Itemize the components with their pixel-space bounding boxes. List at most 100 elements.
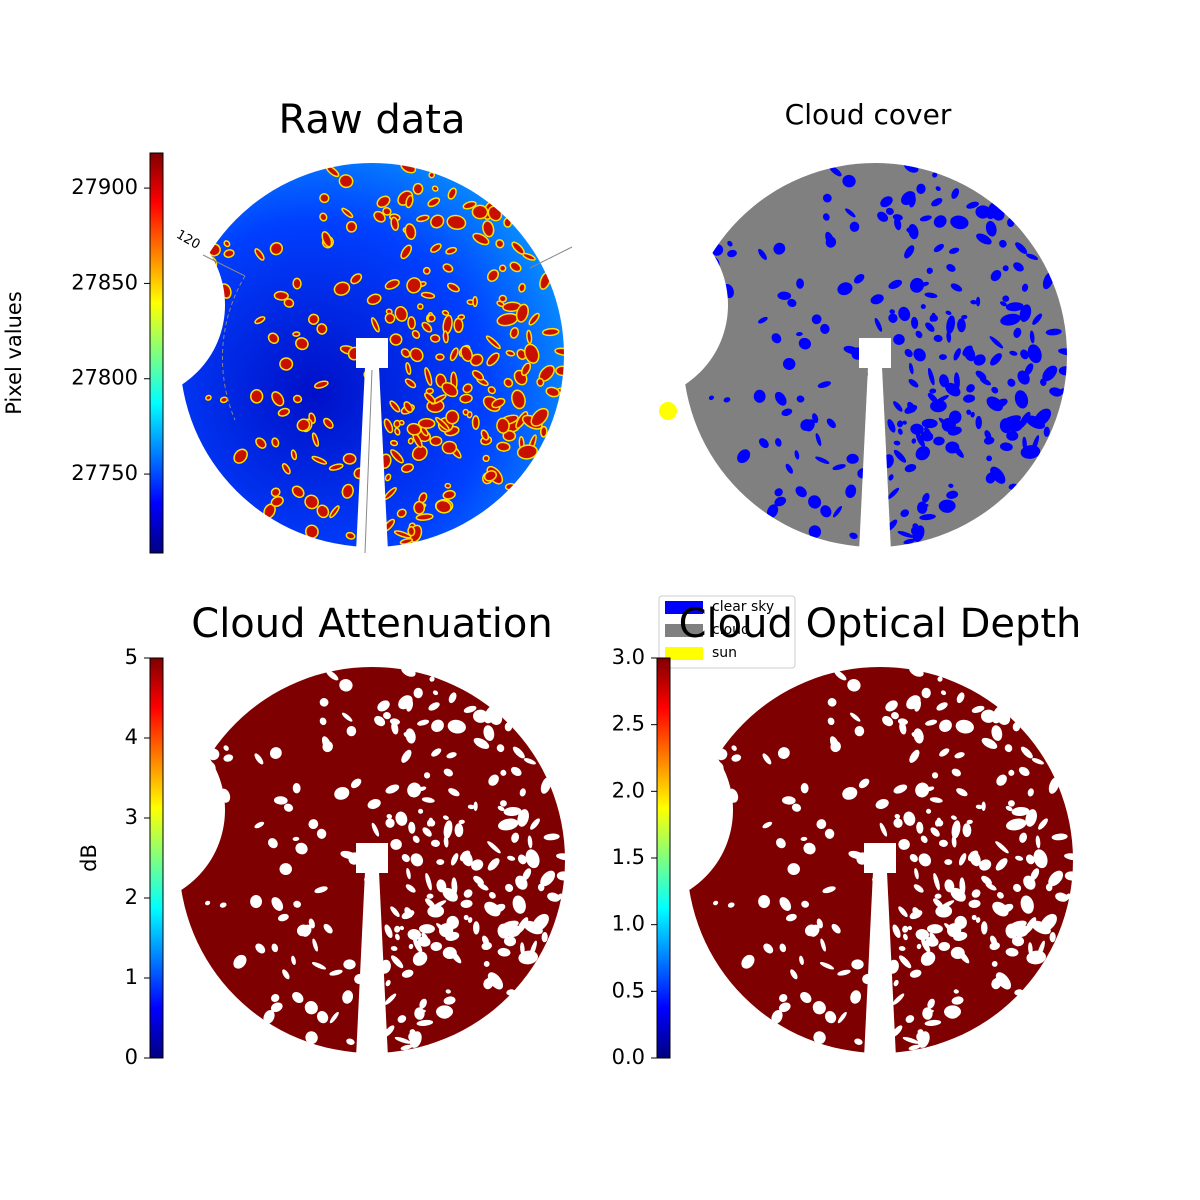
image-blob bbox=[394, 1036, 411, 1044]
image-blob bbox=[365, 977, 379, 992]
image-blob bbox=[934, 893, 942, 899]
image-blob bbox=[292, 783, 301, 794]
colorbar-tick-label: 27850 bbox=[71, 270, 138, 294]
image-blob bbox=[269, 747, 282, 760]
image-blob bbox=[933, 243, 944, 253]
image-blob bbox=[384, 312, 396, 324]
image-blob bbox=[892, 993, 905, 1005]
image-blob bbox=[249, 389, 264, 404]
image-blob bbox=[427, 314, 436, 323]
image-blob bbox=[410, 853, 424, 867]
image-blob bbox=[1013, 327, 1022, 338]
image-blob bbox=[939, 719, 952, 733]
image-blob bbox=[399, 537, 414, 545]
image-blob bbox=[408, 821, 416, 834]
image-blob bbox=[915, 330, 923, 339]
image-blob bbox=[431, 185, 439, 192]
image-blob bbox=[898, 306, 911, 322]
image-blob bbox=[418, 808, 424, 814]
image-blob bbox=[1005, 923, 1018, 939]
image-blob bbox=[517, 854, 527, 865]
image-blob bbox=[496, 441, 511, 452]
image-blob bbox=[999, 239, 1007, 248]
image-blob bbox=[915, 432, 925, 448]
image-blob bbox=[374, 852, 382, 861]
image-blob bbox=[555, 365, 570, 377]
image-blob bbox=[424, 367, 433, 386]
image-blob bbox=[497, 818, 519, 831]
image-blob bbox=[808, 525, 822, 539]
image-blob bbox=[990, 353, 1002, 366]
image-blob bbox=[512, 746, 525, 759]
image-blob bbox=[946, 331, 952, 343]
image-blob bbox=[270, 1002, 283, 1013]
image-blob bbox=[369, 1046, 384, 1053]
image-blob bbox=[922, 1007, 933, 1020]
image-blob bbox=[354, 973, 366, 985]
image-blob bbox=[829, 736, 840, 752]
image-blob bbox=[1058, 366, 1072, 376]
colorbar-tick-label: 2 bbox=[125, 885, 138, 909]
image-blob bbox=[207, 243, 221, 257]
image-blob bbox=[511, 832, 520, 843]
image-blob bbox=[731, 745, 737, 751]
image-blob bbox=[854, 273, 865, 284]
image-blob bbox=[950, 946, 965, 960]
image-blob bbox=[487, 841, 501, 854]
image-blob bbox=[1048, 776, 1060, 794]
image-blob bbox=[1042, 365, 1058, 382]
image-blob bbox=[951, 188, 960, 199]
image-blob bbox=[292, 277, 302, 290]
image-blob bbox=[431, 748, 442, 757]
image-blob bbox=[931, 314, 938, 322]
image-blob bbox=[904, 463, 917, 473]
image-blob bbox=[482, 220, 495, 238]
sky-image bbox=[175, 160, 574, 548]
image-blob bbox=[390, 955, 404, 969]
image-blob bbox=[917, 501, 928, 514]
image-blob bbox=[975, 917, 981, 923]
image-blob bbox=[499, 800, 507, 807]
image-blob bbox=[936, 702, 948, 711]
image-blob bbox=[950, 887, 966, 902]
image-blob bbox=[518, 950, 538, 965]
image-blob bbox=[909, 277, 924, 293]
image-blob bbox=[924, 1019, 942, 1026]
image-blob bbox=[427, 905, 445, 918]
image-blob bbox=[233, 954, 247, 969]
image-blob bbox=[927, 998, 935, 1009]
image-blob bbox=[319, 193, 330, 204]
image-blob bbox=[333, 281, 351, 296]
image-blob bbox=[293, 900, 302, 908]
image-blob bbox=[223, 754, 234, 762]
image-blob bbox=[463, 705, 477, 713]
image-blob bbox=[390, 216, 400, 231]
image-blob bbox=[885, 207, 894, 215]
image-blob bbox=[394, 306, 408, 322]
image-blob bbox=[431, 719, 444, 733]
panel-title: Cloud Optical Depth bbox=[679, 601, 1082, 647]
image-blob bbox=[421, 797, 435, 803]
image-blob bbox=[462, 383, 473, 394]
image-blob bbox=[935, 186, 941, 192]
image-blob bbox=[334, 786, 350, 800]
image-blob bbox=[413, 687, 423, 699]
image-blob bbox=[485, 976, 497, 987]
image-blob bbox=[933, 334, 943, 343]
image-blob bbox=[406, 867, 411, 880]
image-blob bbox=[877, 347, 885, 356]
image-blob bbox=[411, 329, 421, 339]
image-blob bbox=[989, 935, 997, 946]
image-blob bbox=[543, 833, 560, 841]
image-blob bbox=[426, 893, 434, 899]
image-blob bbox=[1002, 265, 1009, 272]
image-blob bbox=[785, 913, 797, 922]
image-blob bbox=[939, 748, 950, 757]
image-blob bbox=[868, 472, 882, 486]
image-blob bbox=[904, 161, 919, 173]
image-blob bbox=[312, 938, 319, 952]
image-blob bbox=[314, 886, 328, 894]
image-blob bbox=[832, 464, 846, 471]
image-blob bbox=[442, 489, 456, 500]
image-blob bbox=[919, 215, 932, 222]
